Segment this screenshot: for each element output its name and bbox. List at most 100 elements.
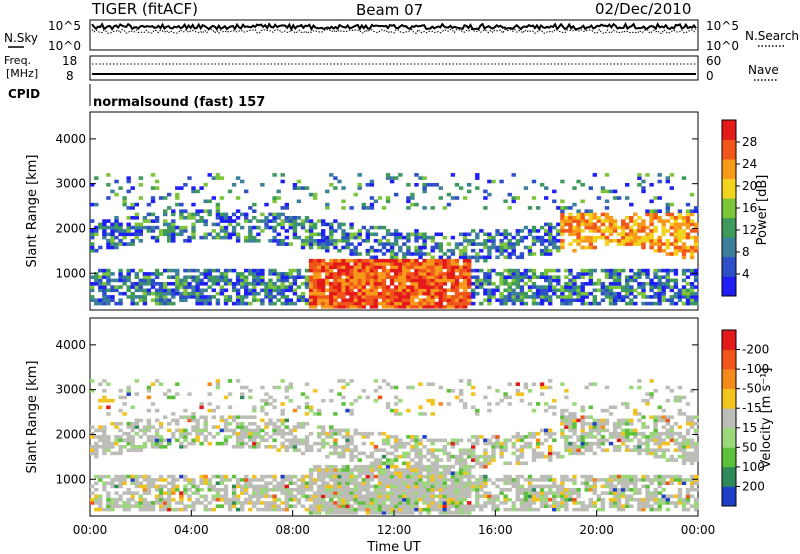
- range-time-cell: [183, 216, 188, 220]
- range-time-cell: [653, 494, 658, 499]
- range-time-cell: [304, 484, 310, 489]
- range-time-cell: [653, 431, 658, 436]
- range-time-cell: [142, 488, 148, 492]
- range-time-cell: [341, 445, 346, 449]
- range-time-cell: [588, 478, 593, 482]
- range-time-cell: [564, 501, 569, 505]
- range-time-cell: [584, 219, 589, 223]
- range-time-cell: [446, 192, 452, 197]
- range-time-cell: [312, 497, 318, 502]
- range-time-cell: [203, 235, 208, 240]
- range-time-cell: [195, 422, 200, 426]
- range-time-cell: [142, 491, 148, 495]
- range-time-cell: [576, 229, 581, 233]
- range-time-cell: [434, 282, 439, 286]
- range-time-cell: [657, 278, 662, 283]
- range-time-cell: [685, 222, 691, 227]
- range-time-cell: [171, 235, 176, 240]
- range-time-cell: [211, 415, 216, 419]
- range-time-cell: [377, 225, 383, 230]
- range-time-cell: [495, 478, 500, 482]
- range-time-cell: [244, 301, 249, 306]
- range-time-cell: [458, 255, 464, 260]
- range-time-cell: [442, 445, 447, 449]
- range-time-cell: [369, 431, 375, 436]
- range-time-cell: [333, 471, 338, 475]
- range-time-cell: [280, 206, 285, 210]
- range-time-cell: [531, 275, 537, 279]
- range-time-cell: [329, 435, 334, 439]
- range-time-cell: [325, 239, 330, 243]
- range-time-cell: [98, 478, 103, 482]
- range-time-cell: [394, 494, 399, 499]
- range-time-cell: [422, 262, 427, 266]
- range-time-cell: [633, 275, 638, 279]
- range-time-cell: [471, 239, 476, 243]
- range-time-cell: [531, 298, 537, 302]
- range-time-cell: [337, 488, 342, 492]
- range-time-cell: [499, 248, 504, 253]
- range-time-cell: [296, 448, 302, 452]
- range-time-cell: [94, 481, 99, 485]
- range-time-cell: [483, 441, 488, 446]
- range-time-cell: [102, 219, 107, 223]
- range-time-cell: [171, 435, 176, 439]
- range-time-cell: [122, 242, 127, 246]
- range-time-cell: [203, 288, 208, 293]
- range-time-cell: [171, 268, 176, 273]
- range-time-cell: [527, 252, 533, 256]
- range-time-cell: [235, 415, 241, 419]
- range-time-cell: [183, 428, 188, 433]
- range-time-cell: [321, 219, 326, 223]
- range-time-cell: [462, 458, 468, 462]
- range-time-cell: [495, 402, 500, 406]
- range-time-cell: [491, 504, 496, 508]
- range-time-cell: [248, 301, 253, 306]
- range-time-cell: [604, 272, 610, 276]
- range-time-cell: [167, 501, 172, 505]
- range-time-cell: [588, 235, 593, 240]
- range-time-cell: [462, 488, 468, 492]
- range-time-cell: [325, 441, 330, 446]
- range-time-cell: [661, 288, 666, 293]
- range-time-cell: [317, 242, 322, 246]
- range-time-cell: [134, 275, 139, 279]
- range-time-cell: [621, 235, 626, 240]
- range-time-cell: [215, 298, 221, 302]
- range-time-cell: [515, 474, 520, 479]
- range-time-cell: [681, 222, 687, 227]
- range-time-cell: [369, 282, 375, 286]
- range-time-cell: [406, 454, 411, 459]
- range-time-cell: [556, 239, 561, 243]
- range-time-cell: [515, 448, 520, 452]
- range-time-cell: [519, 275, 525, 279]
- freq-tick-bottom: 8: [66, 69, 74, 83]
- range-time-cell: [312, 268, 318, 273]
- range-time-cell: [231, 431, 237, 436]
- range-time-cell: [592, 268, 597, 273]
- range-time-cell: [511, 481, 516, 485]
- range-time-cell: [369, 305, 375, 309]
- range-time-cell: [150, 402, 156, 406]
- range-time-cell: [629, 288, 634, 293]
- range-time-cell: [556, 278, 561, 283]
- range-time-cell: [491, 268, 496, 273]
- range-time-cell: [629, 438, 634, 443]
- range-time-cell: [398, 511, 403, 515]
- range-time-cell: [219, 229, 225, 233]
- range-time-cell: [616, 295, 622, 299]
- range-time-cell: [608, 275, 614, 279]
- range-time-cell: [377, 272, 383, 276]
- range-time-cell: [596, 428, 602, 433]
- range-time-cell: [434, 272, 439, 276]
- range-time-cell: [629, 278, 634, 283]
- range-time-cell: [288, 222, 293, 227]
- range-time-cell: [689, 229, 695, 233]
- range-time-cell: [515, 497, 520, 502]
- range-time-cell: [685, 282, 691, 286]
- range-time-cell: [219, 488, 225, 492]
- range-time-cell: [629, 239, 634, 243]
- range-time-cell: [130, 438, 135, 443]
- range-time-cell: [430, 412, 435, 416]
- range-time-cell: [163, 229, 168, 233]
